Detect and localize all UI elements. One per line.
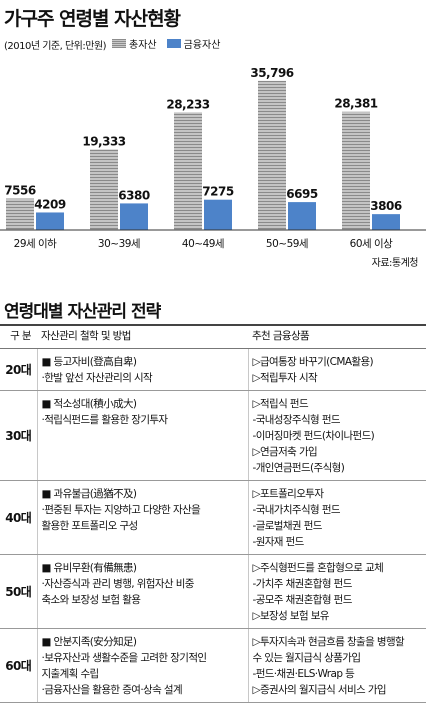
legend-swatch-financial <box>166 39 181 48</box>
data-label-total-2: 19,333 <box>82 134 125 148</box>
method-line: ·적립식펀드를 활용한 장기투자 <box>41 414 169 426</box>
category-label-2: 30~39세 <box>98 238 140 250</box>
row-products: ▷투자지속과 현금흐름 창출을 병행할 수 있는 월지급식 상품가입 -펀드·채… <box>247 628 426 703</box>
data-label-total-5: 28,381 <box>334 97 377 111</box>
product-line: ▷포트폴리오투자 <box>252 488 325 500</box>
data-label-total-4: 35,796 <box>250 66 293 80</box>
chart-legend: 총자산 금융자산 <box>112 36 220 51</box>
product-line: ▷증권사의 월지급식 서비스 가입 <box>252 684 387 696</box>
bar-total-3 <box>174 112 202 230</box>
chart-source: 자료:통계청 <box>371 258 419 269</box>
category-label-1: 29세 이하 <box>14 237 58 250</box>
product-line: ▷연금저축 가입 <box>252 446 318 458</box>
product-line: ▷급여통장 바꾸기(CMA활용) <box>252 356 374 368</box>
bar-total-4 <box>258 80 286 230</box>
header-products: 추천 금융상품 <box>248 324 426 349</box>
method-line: ·보유자산과 생활수준을 고려한 장기적인 <box>41 652 208 664</box>
table-header-row: 구 분 자산관리 철학 및 방법 추천 금융상품 <box>0 324 426 349</box>
row-products: ▷포트폴리오투자 -국내가치주식형 펀드 -글로벌채권 펀드 -원자재 펀드 <box>247 480 426 555</box>
product-line: -가치주 채권혼합형 펀드 <box>252 578 353 590</box>
table-row: 30대 ■ 적소성대(積小成大) ·적립식펀드를 활용한 장기투자 ▷적립식 펀드 -… <box>0 390 426 481</box>
method-line: ·한발 앞선 자산관리의 시작 <box>41 372 153 384</box>
method-line: ·금융자산을 활용한 증여·상속 설계 <box>41 684 183 696</box>
method-line: ·자산증식과 관리 병행, 위험자산 비중 <box>41 578 195 590</box>
row-age: 30대 <box>0 390 37 481</box>
product-line: -국내성장주식형 펀드 <box>252 414 341 426</box>
product-line: -이머징마켓 펀드(차이나펀드) <box>252 430 375 442</box>
legend-label-financial: 금융자산 <box>183 40 221 51</box>
bar-financial-5 <box>372 214 400 230</box>
product-line: -공모주 채권혼합형 펀드 <box>252 594 353 606</box>
data-label-financial-4: 6695 <box>286 187 318 201</box>
method-line: 축소와 보장성 보험 활용 <box>41 594 141 606</box>
product-line: 수 있는 월지급식 상품가입 <box>252 652 361 664</box>
data-label-financial-5: 3806 <box>370 199 402 213</box>
header-category: 구 분 <box>0 324 37 349</box>
product-line: ▷적립투자 시작 <box>252 372 318 384</box>
product-line: -펀드·채권·ELS·Wrap 등 <box>252 668 355 680</box>
row-products: ▷적립식 펀드 -국내성장주식형 펀드 -이머징마켓 펀드(차이나펀드) ▷연금저… <box>247 390 426 481</box>
method-line: 활용한 포트폴리오 구성 <box>41 520 139 532</box>
category-label-5: 60세 이상 <box>350 238 394 250</box>
method-line: ■ 등고자비(登高自卑) <box>41 356 138 368</box>
row-method: ■ 등고자비(登高自卑) ·한발 앞선 자산관리의 시작 <box>36 348 248 391</box>
chart-subtitle: (2010년 기준, 단위:만원) <box>4 41 107 52</box>
product-line: ▷보장성 보험 보유 <box>252 610 330 622</box>
method-line: 지출계획 수립 <box>41 668 100 680</box>
legend-label-total: 총자산 <box>129 40 157 51</box>
data-label-total-1: 7556 <box>4 184 36 198</box>
legend-swatch-total <box>112 39 126 48</box>
data-label-financial-2: 6380 <box>118 188 150 202</box>
method-line: ■ 과유불급(過猶不及) <box>41 488 138 500</box>
bar-total-5 <box>342 111 370 230</box>
row-products: ▷주식형펀드를 혼합형으로 교체 -가치주 채권혼합형 펀드 -공모주 채권혼합… <box>247 554 426 629</box>
bar-financial-2 <box>120 203 148 230</box>
row-products: ▷급여통장 바꾸기(CMA활용) ▷적립투자 시작 <box>247 348 426 391</box>
method-line: ·편중된 투자는 지양하고 다양한 자산을 <box>41 504 201 516</box>
row-age: 40대 <box>0 480 37 555</box>
table-title: 연령대별 자산관리 전략 <box>4 302 161 322</box>
strategy-table: 구 분 자산관리 철학 및 방법 추천 금융상품 20대 ■ 등고자비(登高自卑)… <box>0 324 426 703</box>
bar-financial-4 <box>288 202 316 230</box>
data-label-financial-3: 7275 <box>202 185 234 199</box>
data-label-financial-1: 4209 <box>34 197 66 211</box>
bar-total-1 <box>6 198 34 230</box>
chart-title: 가구주 연령별 자산현황 <box>4 8 181 30</box>
method-line: ■ 적소성대(積小成大) <box>41 398 138 410</box>
product-line: -개인연금펀드(주식형) <box>252 462 345 474</box>
bar-financial-1 <box>36 212 64 230</box>
product-line: -국내가치주식형 펀드 <box>252 504 341 516</box>
row-method: ■ 적소성대(積小成大) ·적립식펀드를 활용한 장기투자 <box>36 390 248 481</box>
category-label-3: 40~49세 <box>182 238 224 250</box>
method-line: ■ 안분지족(安分知足) <box>41 636 138 648</box>
bar-total-2 <box>90 149 118 230</box>
product-line: ▷투자지속과 현금흐름 창출을 병행할 <box>252 636 405 648</box>
product-line: ▷주식형펀드를 혼합형으로 교체 <box>252 562 384 574</box>
method-line: ■ 유비무환(有備無患) <box>41 562 138 574</box>
row-age: 50대 <box>0 554 37 629</box>
product-line: ▷적립식 펀드 <box>252 398 309 410</box>
category-label-4: 50~59세 <box>266 238 308 250</box>
row-age: 60대 <box>0 628 37 703</box>
table-row: 20대 ■ 등고자비(登高自卑) ·한발 앞선 자산관리의 시작 ▷급여통장 바꾸기(… <box>0 348 426 391</box>
product-line: -글로벌채권 펀드 <box>252 520 323 532</box>
row-age: 20대 <box>0 348 37 391</box>
data-label-total-3: 28,233 <box>166 97 209 111</box>
header-method: 자산관리 철학 및 방법 <box>37 324 248 349</box>
product-line: -원자재 펀드 <box>252 536 305 548</box>
bar-financial-3 <box>204 199 232 230</box>
